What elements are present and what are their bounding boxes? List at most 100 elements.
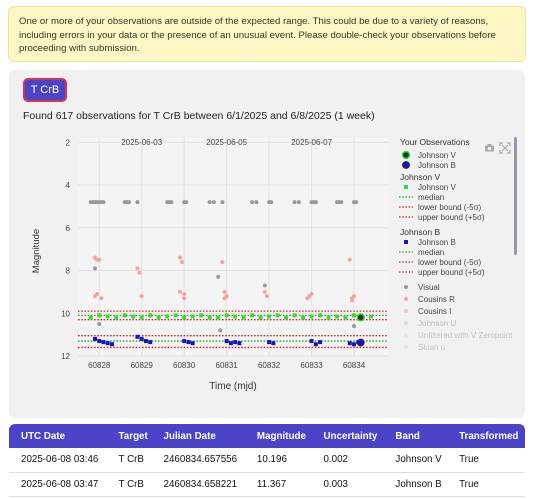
x-axis-label: Time (mjd) [209, 381, 256, 392]
johnson-v-point [326, 315, 331, 320]
legend-v-lower: lower bound (-5σ) [418, 203, 482, 212]
cell-uncertainty: 0.003 [323, 478, 349, 490]
johnson-b-point [101, 340, 106, 345]
x-tick-label: 60829 [131, 361, 154, 370]
y-tick-label: 4 [66, 181, 71, 190]
legend-cousins-i: Cousins I [418, 307, 451, 316]
cousins-r-point [182, 292, 187, 297]
table-row: 2025-06-08 03:46 T CrB 2460834.657556 10… [9, 448, 525, 472]
legend-johnson-u-marker [404, 321, 408, 325]
johnson-v-point [318, 313, 323, 318]
your-observation-b-marker [356, 338, 365, 347]
x-tick-label: 60828 [88, 361, 111, 370]
johnson-b-point [109, 342, 114, 347]
legend-visual-marker [404, 285, 408, 289]
legend-b-item: Johnson B [418, 238, 456, 247]
cell-target: T CrB [118, 478, 144, 490]
x-tick-label: 60830 [173, 361, 196, 370]
light-curve-chart: 60828 60829 60830 60831 60832 60833 60834 2 4 6 8 1… [31, 137, 517, 392]
johnson-v-point [224, 313, 229, 318]
cousins-r-point [222, 289, 227, 294]
visual-point [135, 200, 140, 205]
legend-b-lower: lower bound (-5σ) [418, 258, 482, 267]
cousins-r-point [95, 292, 100, 297]
legend-scrollbar[interactable] [514, 137, 517, 255]
johnson-b-point [313, 342, 318, 347]
visual-point [126, 200, 131, 205]
johnson-b-point [143, 339, 148, 344]
johnson-b-point [105, 341, 110, 346]
legend-your-b-marker [402, 161, 410, 169]
legend-sloan-u: Sloan u [418, 343, 445, 352]
johnson-b-point [182, 339, 187, 344]
visual-point [216, 274, 221, 279]
col-magnitude: Magnitude [256, 430, 306, 442]
johnson-b-point [97, 339, 102, 344]
johnson-v-point [207, 315, 212, 320]
visual-point [97, 321, 102, 326]
legend-your-b: Johnson B [418, 161, 456, 170]
col-uncertainty: Uncertainty [323, 430, 378, 442]
cell-magnitude: 10.196 [256, 454, 287, 466]
johnson-v-point [122, 313, 127, 318]
johnson-v-point [258, 315, 263, 320]
visual-point [211, 200, 216, 205]
cell-julian-date: 2460834.657556 [163, 454, 238, 466]
visual-point [296, 200, 301, 205]
y-tick-label: 2 [66, 138, 71, 147]
legend-unfiltered-marker [404, 333, 408, 337]
legend-v-group-title: Johnson V [400, 172, 440, 182]
johnson-v-point [309, 314, 314, 319]
reference-lines [78, 310, 388, 349]
legend-b-median: median [418, 248, 444, 257]
cousins-r-point [177, 289, 182, 294]
autoscale-icon[interactable] [499, 142, 511, 154]
johnson-b-point [271, 341, 276, 346]
johnson-b-point [135, 334, 140, 339]
y-tick-label: 6 [66, 224, 71, 233]
johnson-v-point [131, 314, 136, 319]
cousins-r-point [349, 296, 354, 301]
visual-point [169, 200, 174, 205]
johnson-v-point [156, 315, 161, 320]
legend-visual: Visual [418, 283, 440, 292]
col-julian-date: Julian Date [163, 430, 216, 442]
legend-b-marker [404, 240, 408, 244]
legend-v-marker [404, 185, 408, 189]
cousins-r-point [309, 292, 314, 297]
cousins-r-point [182, 296, 187, 301]
johnson-v-point [88, 315, 93, 320]
johnson-v-point [369, 314, 374, 319]
visual-point [354, 200, 359, 205]
legend-v-item: Johnson V [418, 183, 456, 192]
johnson-b-point [237, 341, 242, 346]
grid-lines [78, 138, 388, 357]
johnson-v-point [148, 313, 153, 318]
cell-transformed: True [459, 478, 479, 490]
legend-v-median: median [418, 193, 444, 202]
visual-point [218, 328, 223, 333]
cousins-r-point [139, 294, 144, 299]
cousins-r-point [264, 294, 269, 299]
y-tick-label: 8 [66, 267, 71, 276]
visual-point [262, 283, 267, 288]
camera-icon[interactable] [485, 144, 494, 152]
legend-cousins-r: Cousins R [418, 295, 455, 304]
johnson-b-point [190, 341, 195, 346]
johnson-v-point [267, 314, 272, 319]
data-points [88, 200, 374, 347]
top-date-tick-label: 2025-06-07 [291, 138, 332, 147]
col-target: Target [118, 430, 148, 442]
johnson-v-point [284, 315, 289, 320]
johnson-v-point [139, 315, 144, 320]
star-button[interactable]: T CrB [23, 78, 67, 102]
johnson-b-point [318, 340, 323, 345]
johnson-v-point [275, 313, 280, 318]
legend-v-upper: upper bound (+5σ) [418, 213, 485, 222]
cousins-r-point [135, 266, 140, 271]
x-tick-label: 60832 [258, 361, 281, 370]
legend-your-observations-title: Your Observations [400, 137, 470, 147]
observation-panel: T CrB Found 617 observations for T CrB b… [9, 70, 525, 418]
visual-point [101, 200, 106, 205]
col-utc-date: UTC Date [21, 430, 66, 442]
